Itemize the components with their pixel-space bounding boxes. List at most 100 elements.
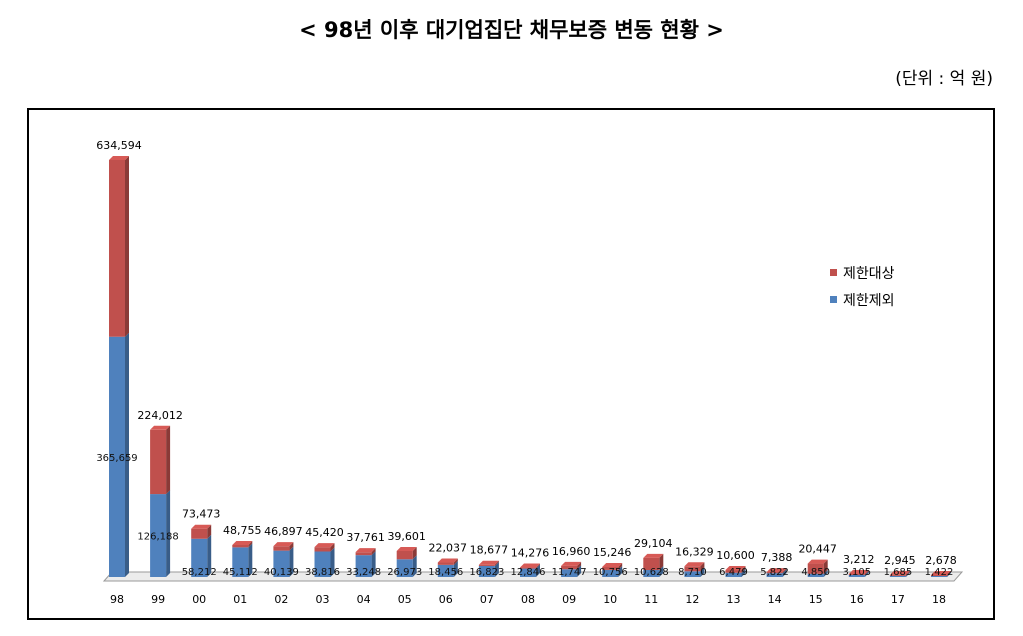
bar-excluded-02: [273, 550, 290, 577]
bar-top-98: [109, 156, 129, 160]
unit-label: (단위 : 억 원): [895, 69, 993, 89]
bar-side-excluded-04: [371, 551, 376, 577]
bar-side-excluded-14: [782, 569, 787, 577]
bar-excluded-98: [109, 336, 125, 577]
total-label-00: 73,473: [182, 508, 221, 521]
excluded-label-06: 18,456: [428, 567, 463, 578]
excluded-label-10: 10,756: [593, 567, 628, 578]
x-tick-08: 08: [521, 593, 535, 606]
x-tick-15: 15: [809, 593, 823, 606]
legend-label-restricted: 제한대상: [843, 266, 895, 282]
total-label-15: 20,447: [798, 543, 837, 556]
bar-side-excluded-15: [823, 569, 828, 577]
bar-top-00: [191, 524, 212, 529]
excluded-label-07: 16,823: [469, 567, 504, 578]
bar-side-restricted-01: [248, 540, 253, 548]
bar-side-excluded-98: [125, 332, 129, 577]
total-label-05: 39,601: [387, 530, 426, 543]
bar-restricted-05: [396, 550, 413, 560]
x-tick-01: 01: [233, 593, 247, 606]
x-tick-02: 02: [274, 593, 288, 606]
bar-excluded-13: [725, 572, 742, 577]
x-tick-12: 12: [685, 593, 699, 606]
bar-side-excluded-06: [453, 560, 458, 577]
bar-restricted-12: [684, 566, 701, 572]
total-label-14: 7,388: [761, 551, 793, 564]
bar-excluded-08: [520, 568, 536, 577]
chart-frame: [27, 108, 995, 620]
x-tick-09: 09: [562, 593, 576, 606]
x-tick-04: 04: [357, 593, 371, 606]
bar-side-restricted-06: [453, 558, 458, 565]
legend-swatch-restricted: [830, 269, 837, 276]
bar-excluded-05: [396, 559, 413, 577]
bar-side-restricted-16: [864, 569, 869, 575]
bar-side-excluded-05: [412, 555, 417, 577]
bar-restricted-98: [109, 160, 125, 337]
bar-side-restricted-15: [823, 559, 828, 574]
bar-restricted-11: [643, 557, 660, 571]
excluded-label-11: 10,628: [634, 567, 669, 578]
legend-label-excluded: 제한제외: [843, 293, 895, 309]
bar-side-restricted-00: [207, 524, 212, 539]
total-label-09: 16,960: [552, 545, 591, 558]
bar-excluded-07: [478, 565, 495, 577]
total-label-06: 22,037: [429, 542, 468, 555]
excluded-label-08: 12,846: [511, 567, 546, 578]
x-tick-05: 05: [398, 593, 412, 606]
x-tick-06: 06: [439, 593, 453, 606]
bar-top-08: [520, 563, 540, 568]
bar-side-restricted-98: [125, 156, 129, 337]
bar-side-excluded-12: [700, 567, 705, 577]
x-tick-16: 16: [850, 593, 864, 606]
bar-side-restricted-02: [289, 542, 294, 551]
bar-restricted-09: [561, 565, 578, 570]
total-label-18: 2,678: [925, 554, 957, 567]
bar-excluded-11: [643, 570, 660, 577]
bar-top-12: [684, 562, 705, 567]
x-tick-11: 11: [644, 593, 658, 606]
bar-side-restricted-04: [371, 548, 376, 556]
bar-side-excluded-99: [166, 490, 171, 577]
bar-restricted-02: [273, 546, 290, 551]
bar-side-restricted-05: [412, 546, 417, 560]
bar-restricted-08: [520, 567, 536, 569]
x-tick-14: 14: [768, 593, 782, 606]
bar-top-14: [766, 568, 787, 573]
bar-side-excluded-17: [905, 571, 910, 577]
excluded-label-15: 4,850: [801, 567, 830, 578]
x-tick-99: 99: [151, 593, 165, 606]
bar-side-restricted-03: [330, 543, 335, 552]
bar-top-18: [931, 571, 951, 575]
bar-excluded-14: [766, 573, 783, 577]
total-label-01: 48,755: [223, 524, 262, 537]
bar-restricted-10: [602, 566, 619, 570]
total-label-07: 18,677: [470, 544, 509, 557]
excluded-label-04: 33,248: [346, 567, 381, 578]
bar-side-excluded-10: [618, 565, 623, 577]
bar-top-99: [150, 425, 171, 430]
bar-excluded-03: [314, 551, 331, 577]
bar-side-excluded-11: [659, 566, 664, 577]
excluded-label-99: 126,188: [137, 532, 178, 543]
bar-side-excluded-13: [741, 568, 746, 577]
total-label-02: 46,897: [264, 525, 303, 538]
x-tick-17: 17: [891, 593, 905, 606]
bar-side-excluded-09: [577, 565, 582, 577]
excluded-label-01: 45,112: [223, 567, 258, 578]
bar-side-excluded-02: [289, 546, 294, 577]
bar-top-13: [725, 566, 746, 571]
bar-side-restricted-08: [536, 563, 540, 569]
bar-side-restricted-07: [494, 560, 499, 566]
bar-excluded-04: [355, 555, 372, 577]
excluded-label-02: 40,139: [264, 567, 299, 578]
bar-top-05: [396, 546, 417, 551]
bar-side-restricted-11: [659, 553, 664, 571]
x-tick-03: 03: [316, 593, 330, 606]
bar-side-restricted-13: [741, 566, 746, 573]
chart-title: < 98년 이후 대기업집단 채무보증 변동 현황 >: [299, 18, 724, 42]
bar-top-11: [643, 553, 664, 558]
bar-restricted-04: [355, 552, 372, 556]
bar-side-excluded-01: [248, 543, 253, 577]
bar-top-01: [232, 540, 253, 545]
